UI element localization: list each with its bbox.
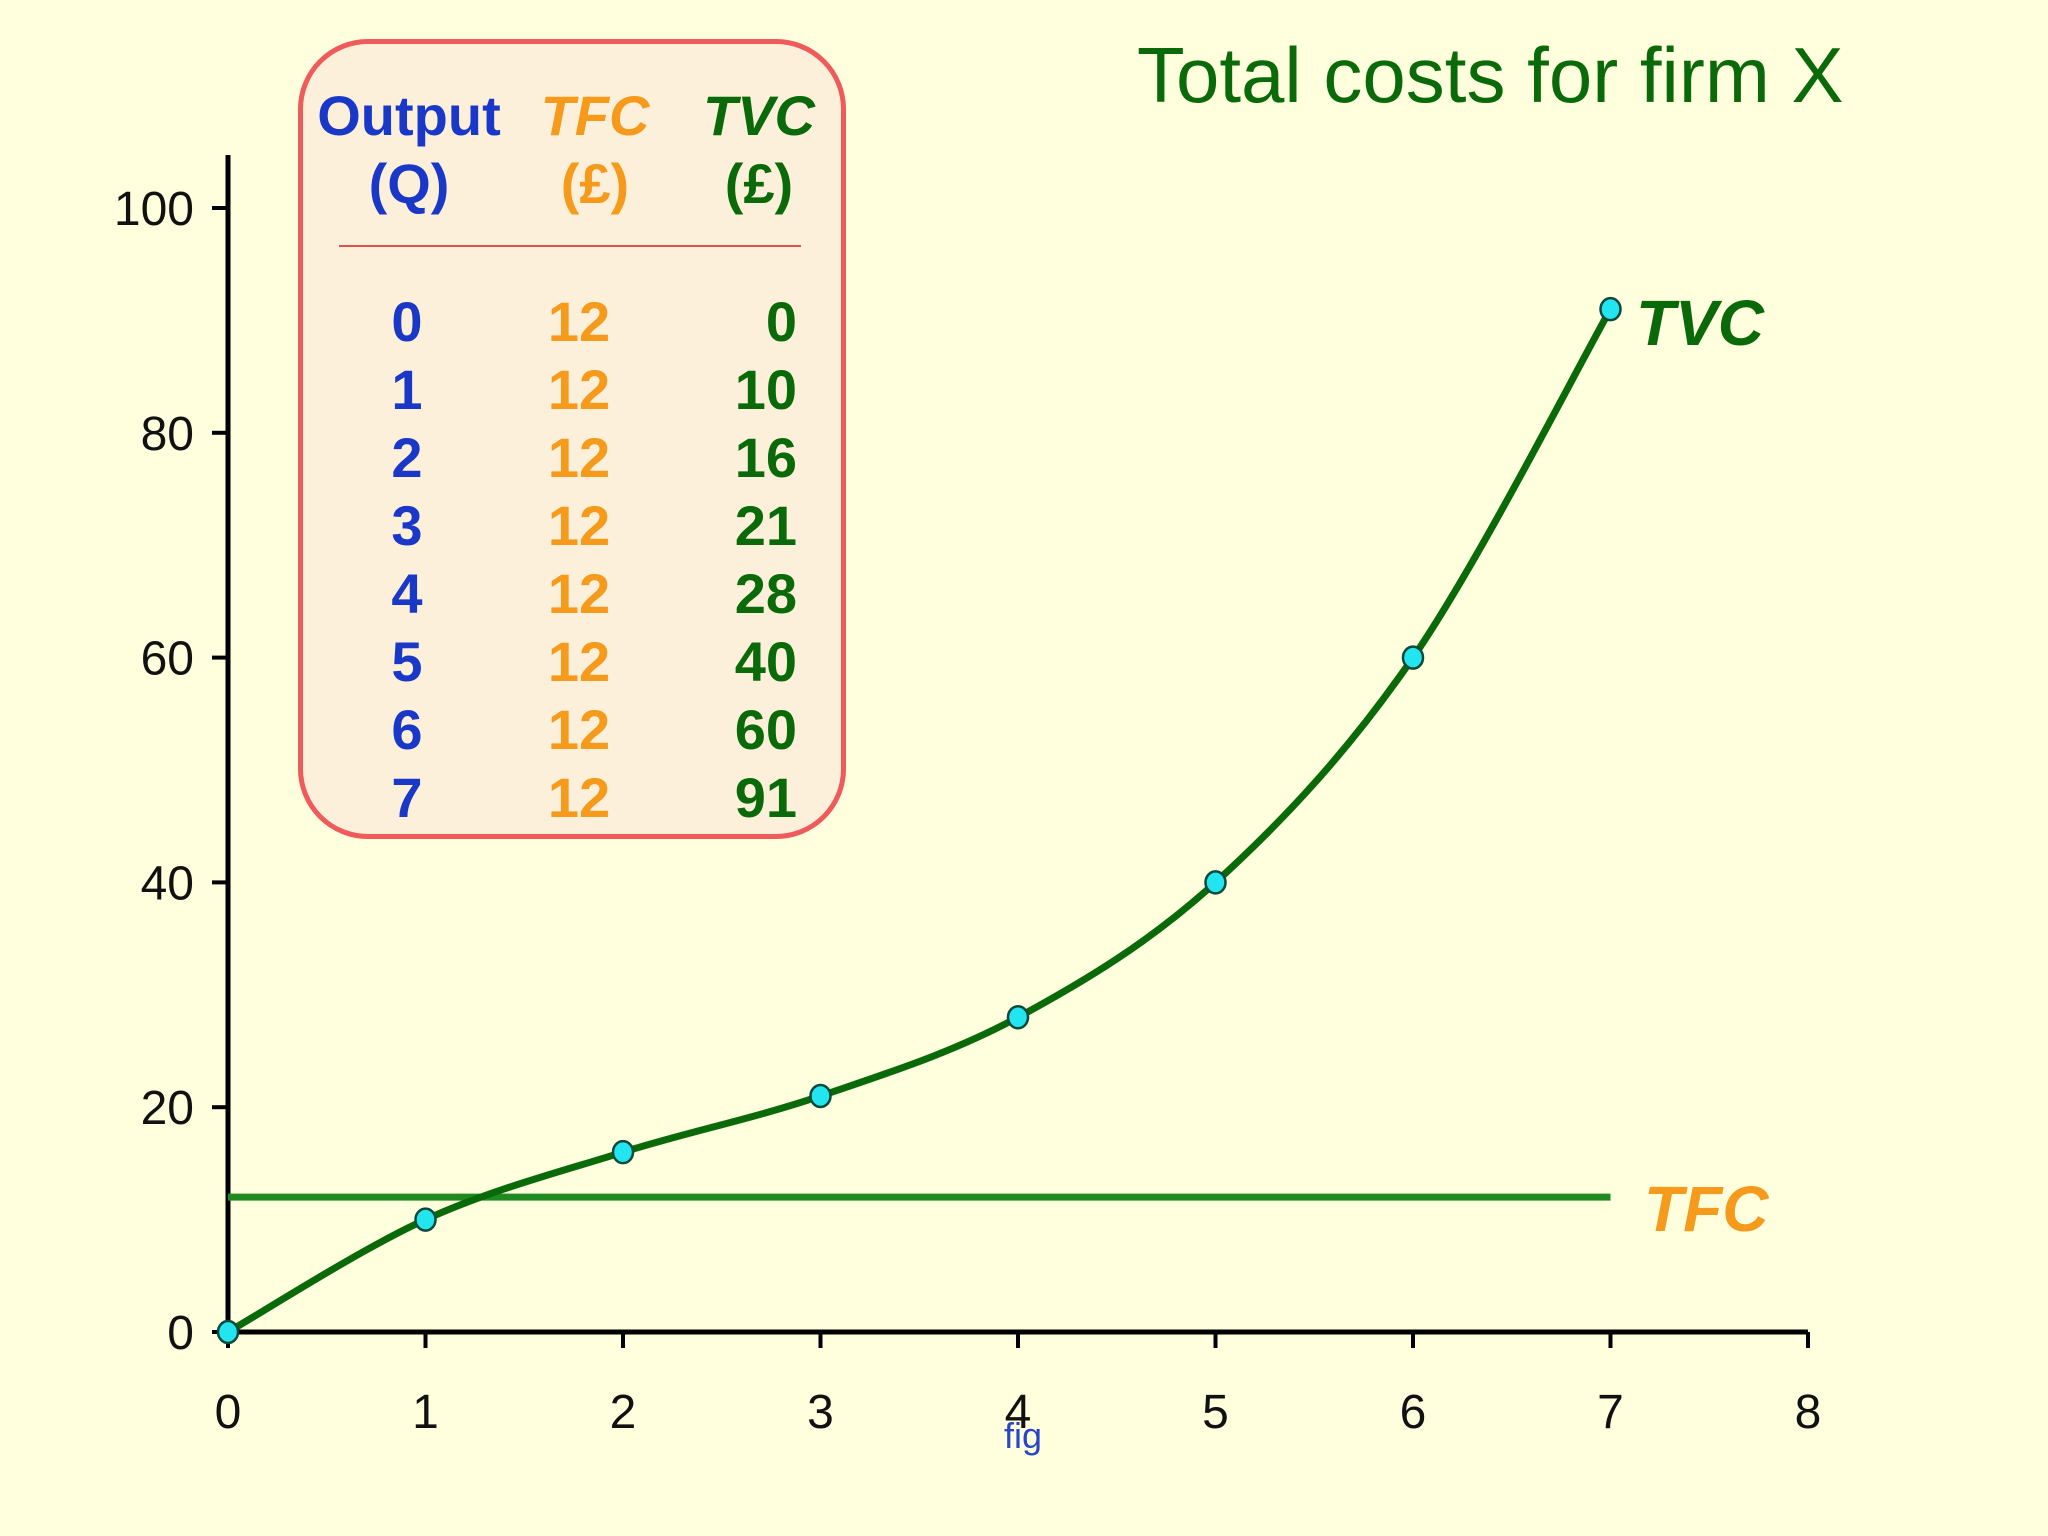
x-tick-label: 6	[1400, 1386, 1427, 1439]
header-tfc: TFC (£)	[525, 82, 665, 218]
header-output: Output (Q)	[311, 82, 507, 218]
tvc-point	[611, 1139, 635, 1165]
y-tick-label: 100	[114, 183, 194, 236]
figure-caption: fig	[1004, 1415, 1042, 1456]
tvc-layer	[216, 296, 1622, 1345]
x-tick-label: 4	[1005, 1386, 1032, 1439]
tvc-series-label: TVC	[1636, 287, 1765, 359]
y-tick-label: 60	[141, 633, 194, 686]
table-cell-tvc: 28	[734, 562, 797, 625]
table-cell-tfc: 12	[547, 494, 611, 557]
table-cell-tvc: 10	[734, 358, 797, 421]
table-cell-tfc: 12	[547, 698, 611, 761]
table-cell-q: 0	[391, 290, 423, 353]
tvc-point	[1006, 1005, 1030, 1030]
table-cell-tfc: 12	[547, 358, 611, 421]
header-output-unit: (Q)	[368, 152, 450, 215]
tfc-series-label: TFC	[1644, 1173, 1769, 1245]
y-tick-label: 80	[141, 408, 194, 461]
table-cell-tfc: 12	[547, 630, 611, 693]
table-cell-tvc: 0	[765, 290, 797, 353]
table-cell-tfc: 12	[547, 290, 611, 353]
x-tick-label: 7	[1597, 1386, 1624, 1439]
tvc-point	[809, 1083, 832, 1109]
table-cell-tvc: 16	[734, 426, 797, 489]
x-tick-label: 5	[1202, 1386, 1229, 1439]
page-title: Total costs for firm X	[1137, 31, 1844, 119]
header-output-label: Output	[317, 84, 501, 147]
header-tfc-unit: (£)	[560, 152, 630, 215]
table-cell-tvc: 91	[734, 766, 797, 829]
table-cell-tfc: 12	[547, 426, 611, 489]
column-tvc: 0 10 16 21 28 40 60 91	[699, 288, 797, 832]
x-tick-label: 8	[1795, 1386, 1822, 1439]
x-tick-label: 0	[215, 1386, 242, 1439]
y-tick-label: 20	[141, 1082, 194, 1135]
table-cell-q: 6	[391, 698, 423, 761]
column-tfc: 12 12 12 12 12 12 12 12	[535, 288, 623, 832]
y-tick-label: 40	[141, 857, 194, 910]
tvc-point	[1204, 870, 1227, 895]
x-tick-label: 2	[610, 1386, 637, 1439]
table-cell-tvc: 60	[734, 698, 797, 761]
table-cell-q: 3	[391, 494, 423, 557]
tvc-point	[1599, 296, 1622, 322]
header-tfc-label: TFC	[540, 84, 650, 147]
table-cell-q: 2	[391, 426, 423, 489]
x-tick-label: 1	[412, 1386, 439, 1439]
y-tick-label: 0	[167, 1307, 194, 1360]
header-tvc: TVC (£)	[689, 82, 829, 218]
series-labels: TVC TFC	[1636, 287, 1769, 1245]
table-cell-q: 7	[391, 766, 423, 829]
table-cell-q: 4	[391, 562, 423, 625]
header-tvc-unit: (£)	[724, 152, 794, 215]
table-cell-tvc: 40	[734, 630, 797, 693]
tvc-point	[414, 1207, 437, 1232]
table-cell-tvc: 21	[734, 494, 797, 557]
table-cell-q: 1	[391, 358, 423, 421]
x-tick-label: 3	[807, 1386, 834, 1439]
tvc-point	[216, 1319, 240, 1345]
table-cell-q: 5	[391, 630, 423, 693]
table-cell-tfc: 12	[547, 766, 611, 829]
tvc-point	[1401, 645, 1425, 670]
table-cell-tfc: 12	[547, 562, 611, 625]
header-tvc-label: TVC	[703, 84, 815, 147]
table-divider	[339, 245, 801, 247]
